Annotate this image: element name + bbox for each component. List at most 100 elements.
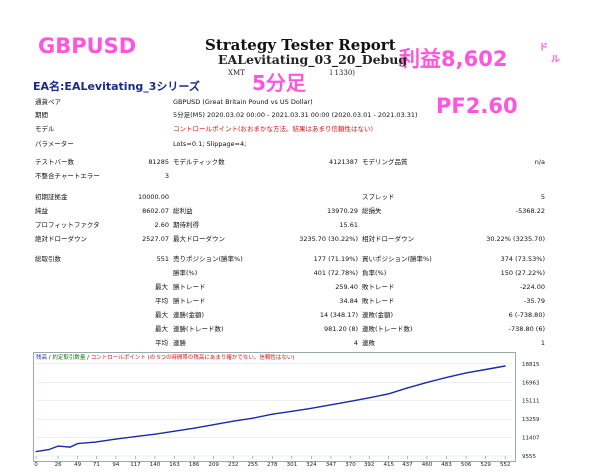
x-tick-label: 140 (150, 462, 161, 468)
y-tick-label: 11407 (522, 436, 540, 442)
setting-value: Lots=0.1; Slippage=4; (173, 140, 247, 148)
stat-label: 敗トレード (362, 283, 395, 291)
stat-value: 15.61 (339, 221, 358, 229)
stat-value: 6 (-738.80) (508, 311, 545, 319)
y-tick-label: 18815 (522, 362, 540, 368)
balance-point (485, 368, 487, 371)
stat-value: n/a (534, 158, 545, 166)
ea-name-heading: EA名:EALevitating_3シリーズ (33, 80, 200, 93)
legend-note: (の 5つの時間帯の残高にあまり確かでない。信頼性はない) (145, 355, 295, 361)
stat-head: 平均 (155, 297, 168, 305)
x-tick-label: 209 (208, 462, 219, 468)
overlay-profit-unit-1: ド (539, 43, 549, 53)
x-tick-label: 506 (461, 462, 472, 468)
stat-head: 平均 (155, 339, 168, 347)
balance-point (349, 400, 352, 402)
x-tick-label: 301 (287, 462, 298, 468)
stat-label: プロフィットファクタ (35, 221, 100, 229)
x-tick-label: 26 (55, 462, 62, 468)
balance-point (173, 430, 176, 432)
stat-label: テストバー数 (35, 158, 74, 166)
stat-label: 絶対ドローダウン (35, 235, 87, 243)
y-tick-label: 15111 (522, 399, 540, 405)
stat-label: 総損失 (362, 207, 382, 215)
x-tick-label: 370 (345, 462, 356, 468)
stat-label: 勝トレード (173, 297, 206, 305)
stat-value: -35.79 (524, 297, 545, 305)
stat-value: 2.60 (154, 221, 169, 229)
x-tick-label: 255 (248, 462, 259, 468)
stat-value: 1 (540, 339, 545, 347)
x-tick-label: 347 (326, 462, 337, 468)
report-sub-right: l 1330) (330, 69, 356, 77)
x-tick-label: 324 (306, 462, 317, 468)
report-sub-left: XMT (228, 69, 245, 77)
balance-point (330, 404, 332, 406)
equity-chart-frame (33, 352, 516, 462)
setting-value: GBPUSD (Great Britain Pound vs US Dollar… (173, 98, 313, 106)
stat-value: 177 (71.19%) (313, 255, 358, 263)
chart-legend: 残高 / 約定取引数量 / コントロールポイント (の 5つの時間帯の残高にあま… (36, 353, 295, 361)
x-tick-label: 460 (422, 462, 433, 468)
stat-value: 401 (72.78%) (313, 269, 358, 277)
balance-line (35, 365, 506, 453)
setting-value: 5分足(M5) 2020.03.02 00:00 - 2021.03.31 00… (173, 111, 418, 119)
stat-label: 連勝(トレード数) (173, 325, 224, 333)
x-tick-label: 437 (402, 462, 413, 468)
stat-value: 374 (73.53%) (500, 255, 545, 263)
y-tick-label: 16963 (522, 380, 540, 386)
balance-point (271, 413, 273, 415)
stat-value: 30.22% (3235.70) (486, 235, 545, 243)
x-tick-label: 94 (112, 462, 119, 468)
stat-value: 981.20 (8) (323, 325, 358, 333)
stat-value: 3235.70 (30.22%) (299, 235, 358, 243)
stat-label: 初期証拠金 (35, 193, 68, 201)
y-tick-label: 9555 (522, 454, 536, 460)
stat-label: 期待利得 (173, 221, 199, 229)
x-tick-label: 49 (74, 462, 81, 468)
stat-label: 総取引数 (35, 255, 61, 263)
stat-head: 最大 (155, 325, 168, 333)
x-tick-label: 483 (441, 462, 452, 468)
balance-point (445, 376, 448, 379)
stat-value: 259.40 (335, 283, 358, 291)
x-tick-label: 392 (364, 462, 375, 468)
report-title: Strategy Tester Report (205, 36, 396, 54)
stat-value: 4121387 (329, 158, 358, 166)
x-tick-label: 71 (93, 462, 100, 468)
stat-value: 34.84 (339, 297, 358, 305)
overlay-timeframe-label: 5分足 (252, 71, 306, 95)
balance-point (213, 424, 215, 426)
stat-label: 売りポジション(勝率%) (173, 255, 243, 263)
report-ea-file: EALevitating_03_20_Debug (218, 52, 408, 67)
stat-label: 総利益 (173, 207, 193, 215)
x-tick-label: 278 (267, 462, 278, 468)
stat-value: -5368.22 (515, 207, 545, 215)
balance-point (465, 372, 467, 374)
stat-value: 81285 (148, 158, 169, 166)
balance-point (69, 446, 71, 448)
stat-head: 最大 (155, 311, 168, 319)
stat-label: 負率(%) (362, 269, 387, 277)
stat-label: 連敗(金額) (362, 311, 394, 319)
legend-model: コントロールポイント (90, 355, 146, 361)
x-tick-label: 415 (384, 462, 395, 468)
balance-point (291, 410, 293, 412)
stat-label: 連勝(金額) (173, 311, 205, 319)
setting-label: 期間 (35, 111, 48, 119)
stat-value: 3 (164, 172, 169, 180)
balance-point (252, 417, 254, 419)
x-tick-label: 117 (130, 462, 141, 468)
stat-label: 純益 (35, 207, 48, 215)
legend-lots: 約定取引数量 (52, 355, 86, 361)
balance-point (94, 441, 97, 443)
stat-label: 敗トレード (362, 297, 395, 305)
x-tick-label: 186 (189, 462, 200, 468)
balance-point (388, 393, 390, 395)
stat-label: 連勝 (173, 339, 186, 347)
stat-value: 14 (348.17) (319, 311, 358, 319)
setting-value: コントロールポイント(おおまかな方法。結果はあまり信頼性はない) (173, 125, 374, 133)
stat-value: 10000.00 (137, 193, 169, 201)
balance-point (134, 436, 137, 438)
